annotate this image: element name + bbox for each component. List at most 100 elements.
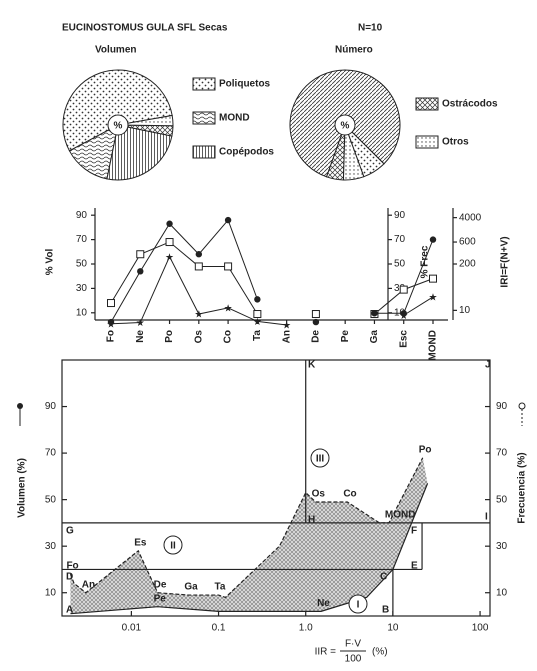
n-label: N=10 bbox=[358, 23, 383, 34]
pie-center-label: % bbox=[114, 121, 123, 132]
point bbox=[107, 299, 115, 308]
legend-label: Ostrácodos bbox=[442, 99, 498, 110]
point bbox=[399, 285, 408, 294]
y3-tick-label: 600 bbox=[459, 237, 476, 248]
x-tick-label: Ga bbox=[369, 330, 380, 344]
x-tick-label: Po bbox=[164, 330, 175, 343]
y-tick-label: 10 bbox=[45, 587, 57, 598]
legend-label: Otros bbox=[442, 137, 469, 148]
x-label: IIR = bbox=[315, 647, 337, 658]
point bbox=[194, 262, 203, 271]
point: ★ bbox=[224, 304, 233, 315]
series-line bbox=[110, 255, 434, 326]
point: ★ bbox=[253, 317, 262, 328]
point-label: Os bbox=[312, 489, 326, 500]
region-circle bbox=[310, 448, 330, 468]
y2-tick-label: 10 bbox=[496, 587, 508, 598]
y2-tick-label: 30 bbox=[496, 541, 508, 552]
x-tick-label: 0.01 bbox=[122, 623, 142, 634]
point-label: De bbox=[154, 579, 167, 590]
x-tick-label: Co bbox=[223, 330, 234, 343]
point-label: Co bbox=[343, 489, 356, 500]
legend-label: Copépodos bbox=[219, 147, 274, 158]
region-letter: J bbox=[485, 360, 491, 371]
region-letter: A bbox=[66, 605, 73, 616]
pie-slice bbox=[62, 69, 173, 152]
point bbox=[400, 310, 407, 317]
point-label: MOND bbox=[385, 510, 416, 521]
region-letter: F bbox=[411, 526, 417, 537]
x-tick-label: 1.0 bbox=[299, 623, 313, 634]
point bbox=[429, 236, 437, 243]
x-tick-label: Ne bbox=[135, 330, 146, 343]
axis-title: % Frec bbox=[420, 245, 431, 278]
y3-tick-label: 10 bbox=[459, 305, 471, 316]
point bbox=[224, 216, 232, 224]
region-number: III bbox=[316, 454, 325, 465]
point: ★ bbox=[282, 321, 291, 332]
y2-tick-label: 50 bbox=[496, 494, 508, 505]
y-tick-label: 10 bbox=[76, 307, 88, 318]
x-tick-label: 0.1 bbox=[212, 623, 226, 634]
point bbox=[312, 318, 320, 326]
y-tick-label: 90 bbox=[76, 210, 88, 221]
region-circle bbox=[163, 535, 183, 555]
point-label: Ta bbox=[215, 582, 226, 593]
series-line bbox=[70, 483, 429, 615]
x-tick-label: 100 bbox=[472, 623, 489, 634]
point bbox=[136, 250, 145, 259]
pie-slice bbox=[342, 124, 365, 181]
y3-tick-label: 200 bbox=[459, 259, 476, 270]
x-tick-label: Ta bbox=[252, 330, 263, 341]
y3-tick-label: 4000 bbox=[459, 212, 482, 223]
y-tick-label: 50 bbox=[76, 259, 88, 270]
pie-title: Volumen bbox=[95, 45, 136, 56]
point bbox=[107, 318, 115, 326]
point-label: Ga bbox=[184, 582, 198, 593]
region-letter: K bbox=[308, 360, 316, 371]
point: ★ bbox=[429, 293, 438, 304]
title: EUCINOSTOMUS GULA SFL Secas bbox=[62, 23, 228, 34]
y2-tick-label: 90 bbox=[496, 401, 508, 412]
axis-marker bbox=[518, 402, 526, 410]
point bbox=[137, 268, 144, 275]
y2-tick-label: 90 bbox=[394, 210, 406, 221]
y-tick-label: 90 bbox=[45, 401, 57, 412]
point-label: Ne bbox=[317, 598, 330, 609]
point: ★ bbox=[136, 318, 145, 329]
point-label: An bbox=[82, 579, 95, 590]
legend-label: Poliquetos bbox=[219, 79, 271, 90]
plot-frame bbox=[61, 359, 491, 617]
axis-title: IRI=F(N+V) bbox=[500, 236, 511, 287]
point bbox=[254, 296, 261, 303]
x-label-num: F·V bbox=[345, 639, 361, 650]
point bbox=[195, 251, 203, 258]
point-label: Po bbox=[419, 444, 432, 455]
pie-center-label: % bbox=[341, 121, 350, 132]
series-line bbox=[110, 241, 434, 315]
point bbox=[429, 274, 437, 283]
point-label: Es bbox=[134, 537, 147, 548]
region-letter: H bbox=[308, 515, 315, 526]
point bbox=[253, 310, 262, 319]
y2-label: Frecuencia (%) bbox=[517, 452, 528, 523]
region-letter: B bbox=[382, 605, 389, 616]
legend-label: MOND bbox=[219, 113, 250, 124]
x-tick-label: An bbox=[281, 330, 292, 343]
x-tick-label: De bbox=[311, 330, 322, 343]
x-tick-label: Os bbox=[193, 330, 204, 344]
x-tick-label: 10 bbox=[387, 623, 399, 634]
region-number: I bbox=[357, 600, 360, 611]
x-tick-label: MOND bbox=[428, 330, 439, 361]
axis-title: % Vol bbox=[45, 249, 56, 276]
x-tick-label: Esc bbox=[398, 330, 409, 348]
point bbox=[165, 238, 174, 247]
legend-swatch bbox=[192, 145, 216, 159]
x-label-den: 100 bbox=[345, 654, 362, 665]
region-letter: G bbox=[66, 526, 74, 537]
legend-swatch bbox=[415, 135, 439, 149]
region-letter: D bbox=[66, 572, 73, 583]
y2-tick-label: 50 bbox=[394, 259, 406, 270]
y2-tick-label: 70 bbox=[394, 234, 406, 245]
